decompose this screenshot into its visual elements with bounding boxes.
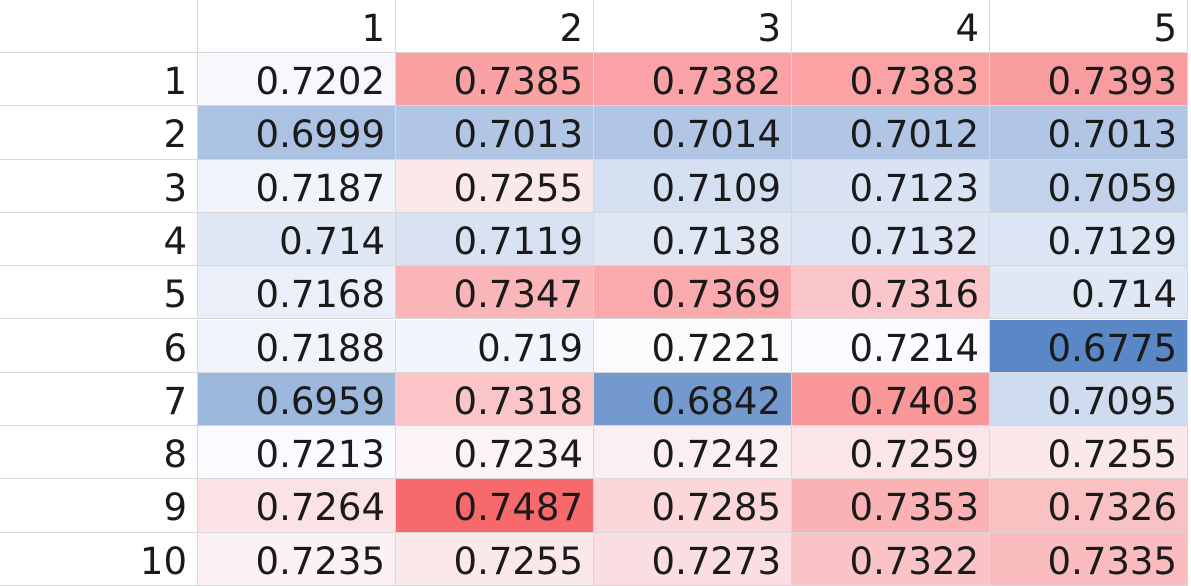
data-cell[interactable]: 0.7385 [396, 53, 594, 107]
data-cell[interactable]: 0.7335 [990, 532, 1188, 586]
data-cell[interactable]: 0.7202 [198, 53, 396, 107]
data-cell[interactable]: 0.7264 [198, 479, 396, 533]
row-header-cell[interactable]: 5 [0, 266, 198, 320]
data-cell[interactable]: 0.7234 [396, 426, 594, 480]
data-cell[interactable]: 0.7382 [594, 53, 792, 107]
data-cell[interactable]: 0.7235 [198, 532, 396, 586]
data-cell[interactable]: 0.7168 [198, 266, 396, 320]
data-cell[interactable]: 0.6999 [198, 106, 396, 160]
column-header-cell[interactable]: 5 [990, 0, 1188, 53]
data-cell[interactable]: 0.7129 [990, 212, 1188, 267]
data-cell[interactable]: 0.7403 [792, 372, 990, 427]
data-cell[interactable]: 0.6775 [990, 319, 1188, 373]
row-header-cell[interactable]: 7 [0, 372, 198, 427]
row-header-cell[interactable]: 3 [0, 159, 198, 213]
row-header-cell[interactable]: 6 [0, 319, 198, 373]
row-header-cell[interactable]: 2 [0, 106, 198, 160]
data-cell[interactable]: 0.7322 [792, 532, 990, 586]
data-cell[interactable]: 0.7273 [594, 532, 792, 586]
data-cell[interactable]: 0.7123 [792, 159, 990, 213]
data-cell[interactable]: 0.719 [396, 319, 594, 373]
row-header-cell[interactable]: 8 [0, 426, 198, 480]
data-cell[interactable]: 0.6842 [594, 372, 792, 427]
data-cell[interactable]: 0.7119 [396, 212, 594, 267]
data-cell[interactable]: 0.7255 [396, 159, 594, 213]
data-cell[interactable]: 0.7221 [594, 319, 792, 373]
data-cell[interactable]: 0.714 [990, 266, 1188, 320]
row-header-cell[interactable]: 10 [0, 532, 198, 586]
data-cell[interactable]: 0.7255 [396, 532, 594, 586]
row-header-cell[interactable]: 1 [0, 53, 198, 107]
data-cell[interactable]: 0.7188 [198, 319, 396, 373]
column-header-cell[interactable]: 1 [198, 0, 396, 53]
data-cell[interactable]: 0.7347 [396, 266, 594, 320]
data-cell[interactable]: 0.7383 [792, 53, 990, 107]
data-cell[interactable]: 0.7259 [792, 426, 990, 480]
data-cell[interactable]: 0.7369 [594, 266, 792, 320]
column-header-cell[interactable]: 4 [792, 0, 990, 53]
data-cell[interactable]: 0.7285 [594, 479, 792, 533]
data-cell[interactable]: 0.7014 [594, 106, 792, 160]
row-header-cell[interactable]: 4 [0, 212, 198, 267]
data-cell[interactable]: 0.7214 [792, 319, 990, 373]
data-cell[interactable]: 0.7013 [396, 106, 594, 160]
data-cell[interactable]: 0.7213 [198, 426, 396, 480]
column-header-cell[interactable]: 3 [594, 0, 792, 53]
data-cell[interactable]: 0.7487 [396, 479, 594, 533]
row-header-cell[interactable]: 9 [0, 479, 198, 533]
data-cell[interactable]: 0.7255 [990, 426, 1188, 480]
data-cell[interactable]: 0.7132 [792, 212, 990, 267]
data-cell[interactable]: 0.7326 [990, 479, 1188, 533]
data-cell[interactable]: 0.7138 [594, 212, 792, 267]
data-cell[interactable]: 0.7095 [990, 372, 1188, 427]
data-cell[interactable]: 0.7013 [990, 106, 1188, 160]
data-cell[interactable]: 0.7012 [792, 106, 990, 160]
data-cell[interactable]: 0.7242 [594, 426, 792, 480]
data-cell[interactable]: 0.7393 [990, 53, 1188, 107]
data-cell[interactable]: 0.7353 [792, 479, 990, 533]
data-cell[interactable]: 0.7187 [198, 159, 396, 213]
corner-cell[interactable] [0, 0, 198, 53]
data-cell[interactable]: 0.714 [198, 212, 396, 267]
column-header-cell[interactable]: 2 [396, 0, 594, 53]
data-cell[interactable]: 0.6959 [198, 372, 396, 427]
data-cell[interactable]: 0.7059 [990, 159, 1188, 213]
data-cell[interactable]: 0.7316 [792, 266, 990, 320]
data-cell[interactable]: 0.7318 [396, 372, 594, 427]
data-cell[interactable]: 0.7109 [594, 159, 792, 213]
